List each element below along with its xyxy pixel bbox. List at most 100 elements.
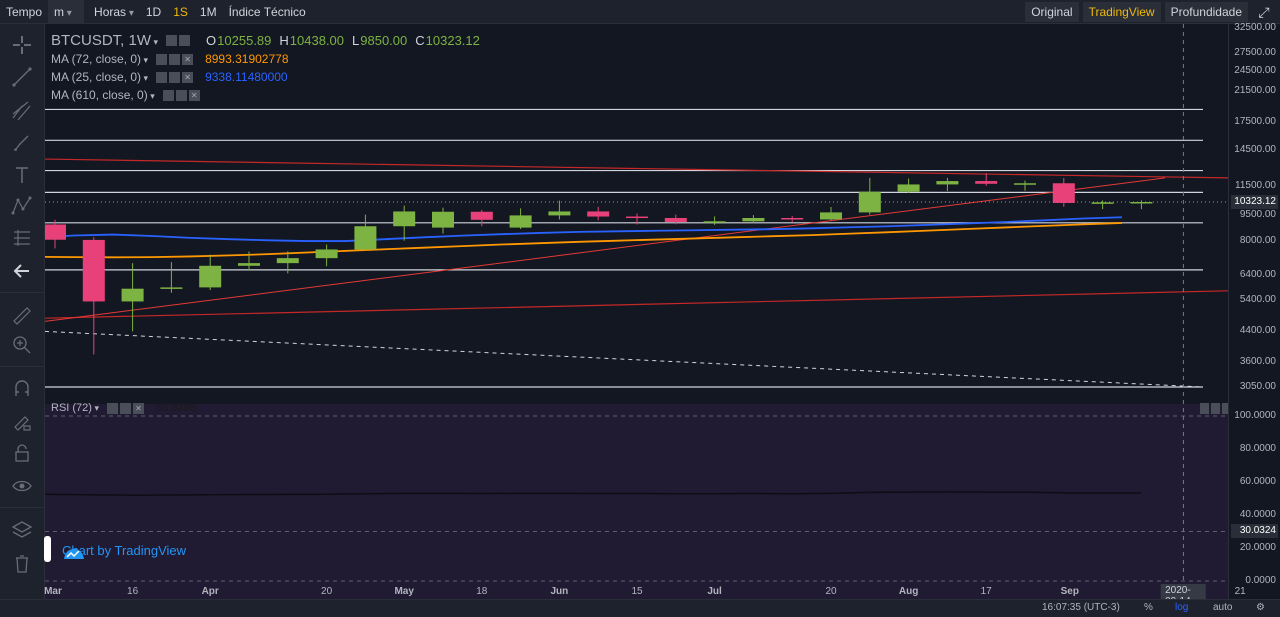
candle-body-18 — [742, 217, 765, 222]
interval-1m-button[interactable]: 1M — [199, 4, 217, 19]
time-tick: 20 — [321, 586, 333, 597]
candle-body-19 — [781, 217, 804, 220]
text-icon[interactable] — [10, 164, 34, 186]
interval-select[interactable]: m — [48, 0, 85, 24]
time-tick: 18 — [476, 586, 488, 597]
price-axis[interactable]: 32500.00 27500.00 24500.00 21500.00 17500.00… — [1228, 21, 1280, 599]
price-tick: 21500.00 — [1234, 84, 1276, 96]
price-tick: 32500.00 — [1234, 21, 1276, 33]
rsi-value: 53.3336 — [156, 402, 196, 414]
ma-line-1 — [45, 216, 1123, 242]
settings-icon[interactable]: ⚙ — [1256, 602, 1265, 613]
rsi-name[interactable]: RSI (72) — [51, 402, 99, 414]
ma610-controls[interactable]: ✕ — [162, 89, 202, 101]
time-tick: 21 — [1234, 586, 1246, 597]
rsi-line — [45, 491, 1142, 496]
price-tick: 6400.00 — [1239, 268, 1276, 280]
time-axis[interactable]: Mar 16 Apr 20 May 18 Jun 15 Jul 20 Aug 17 Sep 21 2020-… — [44, 583, 1246, 608]
candle-body-17 — [703, 221, 726, 223]
price-tick: 9500.00 — [1239, 208, 1276, 220]
candle-body-27 — [1091, 202, 1114, 204]
back-arrow-icon[interactable] — [10, 260, 34, 282]
rsi-controls[interactable]: ✕ — [107, 402, 146, 414]
candle-body-13 — [548, 211, 571, 216]
view-tradingview-button[interactable]: TradingView — [1082, 1, 1161, 22]
interval-1s-button[interactable]: 1S — [173, 4, 188, 19]
trend-line-upper — [45, 158, 1228, 179]
time-tick: 15 — [631, 586, 643, 597]
rsi-legend: RSI (72) ✕ 53.3336 — [51, 402, 196, 414]
top-toolbar: Tempo m Horas 1D 1S 1M Índice Técnico Or… — [0, 0, 1280, 24]
candle-body-6 — [276, 258, 299, 264]
ma72-name[interactable]: MA (72, close, 0) — [51, 52, 148, 66]
trash-icon[interactable] — [10, 552, 34, 574]
watermark-text: Chart by TradingView — [62, 543, 187, 558]
pattern-icon[interactable] — [10, 195, 34, 217]
rsi-tick: 20.0000 — [1239, 542, 1276, 553]
trend-line-lower — [45, 290, 1228, 319]
lock-draw-icon[interactable] — [10, 409, 34, 431]
time-tick: May — [394, 586, 414, 597]
chart-area[interactable] — [45, 24, 1228, 599]
time-tick: Sep — [1060, 586, 1079, 597]
rsi-tick: 80.0000 — [1239, 443, 1276, 454]
lock-icon[interactable] — [10, 442, 34, 464]
indicators-button[interactable]: Índice Técnico — [228, 4, 306, 19]
time-tick: 17 — [980, 586, 992, 597]
time-tick: 20 — [825, 586, 837, 597]
open-key: O — [206, 33, 217, 48]
eye-icon[interactable] — [10, 475, 34, 497]
tradingview-watermark[interactable]: Chart by TradingView — [62, 543, 187, 559]
log-toggle[interactable]: log — [1175, 602, 1189, 613]
view-original-button[interactable]: Original — [1025, 1, 1079, 22]
ruler-icon[interactable] — [10, 304, 34, 326]
ma25-name[interactable]: MA (25, close, 0) — [51, 70, 148, 84]
candle-body-12 — [509, 215, 532, 228]
ma610-legend: MA (610, close, 0) ✕ — [51, 88, 208, 102]
candle-body-10 — [432, 211, 454, 228]
time-tick: Jun — [550, 586, 569, 597]
ma25-legend: MA (25, close, 0) ✕ 9338.11480000 — [51, 70, 288, 84]
tradingview-logo-icon — [64, 549, 84, 559]
ma-line-0 — [45, 222, 1123, 259]
ma72-controls[interactable]: ✕ — [156, 53, 195, 65]
candle-body-1 — [82, 239, 105, 302]
price-tick: 3050.00 — [1239, 381, 1276, 392]
brush-icon[interactable] — [10, 132, 34, 154]
symbol-label[interactable]: BTCUSDT, 1W — [51, 32, 158, 49]
price-tick: 17500.00 — [1234, 115, 1276, 127]
candle-body-20 — [820, 212, 842, 220]
time-tick: Mar — [44, 586, 62, 597]
trendline-icon[interactable] — [10, 66, 34, 88]
fullscreen-icon[interactable]: ⤢ — [1258, 3, 1270, 20]
price-tick: 3600.00 — [1239, 355, 1276, 367]
pane-resize-handle[interactable] — [44, 536, 51, 562]
ma610-name[interactable]: MA (610, close, 0) — [51, 88, 155, 102]
ma25-controls[interactable]: ✕ — [156, 71, 195, 83]
crosshair-icon[interactable] — [10, 34, 34, 56]
candle-body-16 — [664, 217, 687, 222]
auto-toggle[interactable]: auto — [1213, 602, 1233, 613]
time-tick: 16 — [127, 586, 139, 597]
candle-body-2 — [121, 288, 144, 302]
rsi-pane-controls[interactable] — [1198, 403, 1231, 414]
zoom-icon[interactable] — [10, 334, 34, 356]
percent-toggle[interactable]: % — [1144, 602, 1153, 613]
prediction-icon[interactable] — [10, 227, 34, 249]
view-depth-button[interactable]: Profundidade — [1164, 1, 1248, 22]
candle-body-26 — [1052, 183, 1075, 203]
magnet-icon[interactable] — [10, 378, 34, 400]
series-controls[interactable] — [166, 35, 192, 46]
pitchfork-icon[interactable] — [10, 100, 34, 122]
close-key: C — [415, 33, 425, 48]
chart-svg — [45, 24, 1228, 599]
price-tick: 24500.00 — [1234, 64, 1276, 76]
hours-dropdown[interactable]: Horas — [88, 0, 140, 24]
candle-body-8 — [354, 226, 377, 250]
candle-body-11 — [470, 211, 493, 220]
rsi-pane[interactable] — [45, 404, 1228, 599]
price-tick: 5400.00 — [1239, 294, 1276, 306]
layers-icon[interactable] — [10, 519, 34, 541]
interval-1d-button[interactable]: 1D — [145, 4, 162, 19]
